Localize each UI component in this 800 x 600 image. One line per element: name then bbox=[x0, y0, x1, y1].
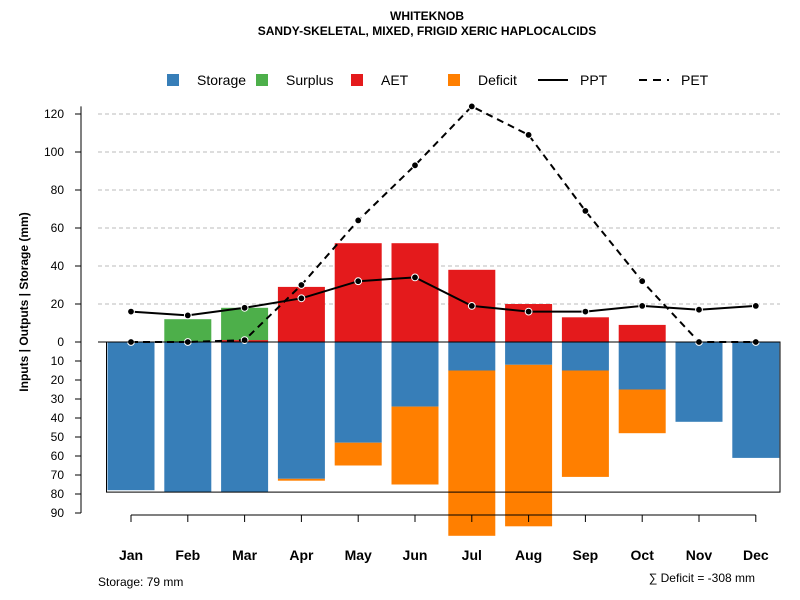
bars bbox=[107, 243, 780, 536]
deficit-bar bbox=[505, 364, 553, 527]
ppt-point bbox=[354, 277, 363, 286]
y-tick-label: 60 bbox=[51, 449, 65, 463]
surplus-bar bbox=[164, 319, 212, 342]
deficit-bar bbox=[618, 389, 666, 434]
month-label: Feb bbox=[175, 547, 200, 563]
aet-bar bbox=[334, 243, 382, 342]
legend: Storage Surplus AET Deficit PPT PET bbox=[167, 72, 709, 88]
month-label: Dec bbox=[743, 547, 769, 563]
pet-point bbox=[467, 102, 476, 111]
ppt-line bbox=[130, 276, 756, 317]
ppt-point bbox=[751, 302, 760, 310]
chart-title: WHITEKNOB bbox=[390, 9, 464, 23]
month-label: May bbox=[345, 547, 372, 563]
month-label: Jul bbox=[462, 547, 482, 563]
storage-bar bbox=[561, 342, 609, 371]
storage-bar bbox=[164, 342, 212, 493]
pet-point bbox=[411, 161, 419, 170]
pet-point bbox=[638, 277, 647, 286]
legend-swatch-aet bbox=[351, 74, 363, 86]
legend-label: PET bbox=[681, 72, 709, 88]
storage-bar bbox=[107, 342, 155, 491]
y-tick-label: 50 bbox=[51, 430, 65, 444]
ppt-point bbox=[695, 305, 703, 314]
legend-swatch-surplus bbox=[256, 74, 268, 86]
ppt-point bbox=[297, 294, 306, 303]
legend-label: Surplus bbox=[286, 72, 333, 88]
storage-bar bbox=[221, 342, 269, 493]
y-tick-label: 40 bbox=[51, 259, 65, 273]
legend-label: Storage bbox=[197, 72, 246, 88]
ppt-point bbox=[581, 307, 590, 316]
storage-bar bbox=[618, 342, 666, 390]
y-tick-label: 70 bbox=[51, 468, 65, 482]
y-tick-label: 20 bbox=[51, 297, 65, 311]
month-label: Apr bbox=[289, 547, 314, 563]
y-tick-label: 80 bbox=[51, 183, 65, 197]
ppt-point bbox=[467, 302, 476, 310]
ppt-point bbox=[524, 307, 533, 316]
y-tick-label: 120 bbox=[44, 107, 64, 121]
legend-label: PPT bbox=[580, 72, 608, 88]
deficit-bar bbox=[277, 478, 325, 481]
y-tick-label: 90 bbox=[51, 506, 65, 520]
lines bbox=[127, 102, 760, 346]
month-label: Sep bbox=[573, 547, 599, 563]
deficit-bar bbox=[561, 370, 609, 477]
y-tick-label: 30 bbox=[51, 392, 65, 406]
pet-point bbox=[581, 207, 590, 215]
aet-bar bbox=[618, 324, 666, 342]
aet-bar bbox=[561, 317, 609, 342]
storage-bar bbox=[277, 342, 325, 479]
legend-label: Deficit bbox=[478, 72, 517, 88]
legend-label: AET bbox=[381, 72, 409, 88]
pet-point bbox=[297, 281, 306, 289]
legend-swatch-storage bbox=[167, 74, 179, 86]
storage-bar bbox=[334, 342, 382, 443]
ppt-point bbox=[411, 273, 419, 282]
y-tick-label: 60 bbox=[51, 221, 65, 235]
axes: 0 20 40 60 80 100 120 10 20 30 40 50 60 70 80 90 Jan Feb M… bbox=[44, 106, 781, 563]
chart-subtitle: SANDY-SKELETAL, MIXED, FRIGID XERIC HAPL… bbox=[258, 24, 596, 38]
deficit-footer: ∑ Deficit = -308 mm bbox=[649, 571, 755, 585]
y-axis-title: Inputs | Outputs | Storage (mm) bbox=[17, 212, 31, 391]
month-label: Nov bbox=[686, 547, 713, 563]
ppt-point bbox=[638, 302, 647, 310]
storage-footer: Storage: 79 mm bbox=[98, 575, 183, 589]
pet-point bbox=[354, 216, 363, 225]
aet-bar bbox=[391, 243, 439, 342]
storage-bar bbox=[448, 342, 496, 371]
y-tick-label: 20 bbox=[51, 373, 65, 387]
deficit-bar bbox=[391, 406, 439, 485]
y-tick-label: 40 bbox=[51, 411, 65, 425]
ppt-point bbox=[127, 307, 135, 316]
pet-line bbox=[131, 105, 756, 343]
storage-bar bbox=[675, 342, 723, 422]
y-tick-label: 0 bbox=[57, 335, 64, 349]
y-tick-label: 10 bbox=[51, 354, 65, 368]
y-tick-label: 80 bbox=[51, 487, 65, 501]
gridlines bbox=[98, 113, 780, 305]
deficit-bar bbox=[334, 442, 382, 466]
month-label: Jan bbox=[119, 547, 143, 563]
storage-bar bbox=[505, 342, 553, 365]
month-label: Aug bbox=[515, 547, 542, 563]
storage-bar bbox=[391, 342, 439, 407]
month-label: Jun bbox=[403, 547, 428, 563]
ppt-point bbox=[183, 311, 192, 320]
y-tick-label: 100 bbox=[44, 145, 64, 159]
pet-point bbox=[524, 131, 533, 139]
month-label: Mar bbox=[232, 547, 257, 563]
month-label: Oct bbox=[631, 547, 655, 563]
legend-swatch-deficit bbox=[448, 74, 460, 86]
ppt-point bbox=[240, 303, 249, 312]
deficit-bar bbox=[448, 370, 496, 536]
storage-bar bbox=[732, 342, 780, 458]
